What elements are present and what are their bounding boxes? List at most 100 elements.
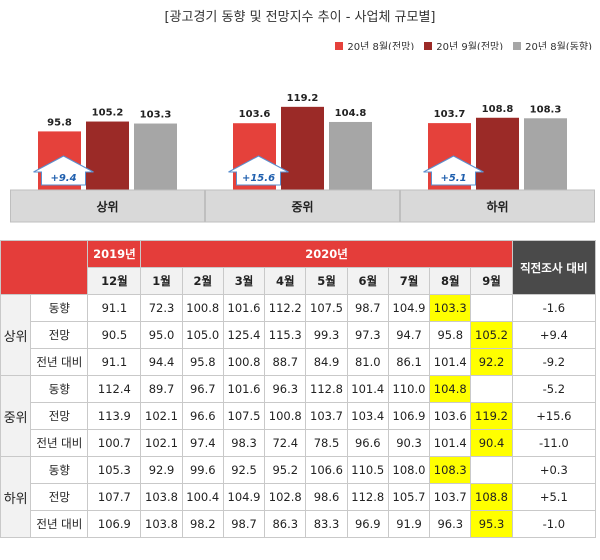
value-cell: 83.3 bbox=[305, 510, 348, 538]
bar-value-label: 105.2 bbox=[92, 108, 124, 119]
diff-cell: +9.4 bbox=[511, 321, 597, 349]
legend-label: 20년 8월(전망) bbox=[347, 42, 415, 53]
table-row: 전망 113.9 102.1 96.6 107.5 100.8 103.7 103.4 106.… bbox=[1, 402, 597, 430]
value-cell: 91.9 bbox=[387, 510, 431, 538]
group-label: 상위 bbox=[0, 294, 32, 376]
table-row: 전년 대비 100.7 102.1 97.4 98.3 72.4 78.5 96.6 90.3 1… bbox=[1, 429, 597, 457]
value-cell: 99.6 bbox=[181, 456, 224, 484]
diff-cell: -1.6 bbox=[511, 294, 597, 322]
category-band bbox=[400, 189, 595, 223]
change-label: +9.4 bbox=[50, 173, 76, 184]
value-cell: 95.2 bbox=[264, 456, 307, 484]
diff-cell: -5.2 bbox=[511, 375, 597, 403]
row-label: 전망 bbox=[30, 483, 89, 511]
table-row: 전망 90.5 95.0 105.0 125.4 115.3 99.3 97.3 94.7 95.… bbox=[1, 321, 597, 349]
bar-value-label: 103.6 bbox=[239, 109, 271, 120]
value-cell: 95.8 bbox=[181, 348, 224, 376]
value-cell: 103.7 bbox=[305, 402, 348, 430]
legend-item-aug-forecast: 20년 8월(전망) bbox=[335, 38, 414, 53]
value-cell: 107.7 bbox=[87, 483, 142, 511]
month-header: 5월 bbox=[305, 267, 348, 295]
row-label: 동향 bbox=[30, 375, 89, 403]
value-cell: 107.5 bbox=[305, 294, 348, 322]
month-header: 1월 bbox=[140, 267, 183, 295]
value-cell: 92.2 bbox=[470, 348, 513, 376]
diff-cell: +5.1 bbox=[511, 483, 597, 511]
value-cell: 125.4 bbox=[222, 321, 266, 349]
value-cell: 100.7 bbox=[87, 429, 142, 457]
row-label: 동향 bbox=[30, 456, 89, 484]
value-cell: 81.0 bbox=[346, 348, 389, 376]
legend-item-aug-trend: 20년 8월(동향) bbox=[513, 38, 592, 53]
value-cell: 86.1 bbox=[387, 348, 431, 376]
diff-cell: -1.0 bbox=[511, 510, 597, 538]
value-cell bbox=[470, 375, 513, 403]
value-cell: 99.3 bbox=[305, 321, 348, 349]
value-cell: 88.7 bbox=[264, 348, 307, 376]
value-cell: 105.0 bbox=[181, 321, 224, 349]
value-cell: 101.4 bbox=[429, 348, 472, 376]
value-cell: 115.3 bbox=[264, 321, 307, 349]
bar bbox=[86, 121, 129, 190]
value-cell: 113.9 bbox=[87, 402, 142, 430]
bar-value-label: 95.8 bbox=[47, 117, 72, 128]
value-cell: 108.3 bbox=[429, 456, 472, 484]
month-header: 7월 bbox=[387, 267, 431, 295]
month-header: 8월 bbox=[429, 267, 472, 295]
value-cell: 96.6 bbox=[346, 429, 389, 457]
bar bbox=[281, 106, 324, 190]
value-cell: 91.1 bbox=[87, 294, 142, 322]
month-header: 6월 bbox=[346, 267, 389, 295]
bar bbox=[524, 118, 567, 190]
category-label: 중위 bbox=[291, 200, 313, 214]
change-arrow: +15.6 bbox=[228, 155, 289, 186]
value-cell: 96.3 bbox=[429, 510, 472, 538]
legend: 20년 8월(전망) 20년 9월(전망) 20년 8월(동향) bbox=[335, 38, 592, 53]
value-cell: 100.4 bbox=[181, 483, 224, 511]
value-cell: 101.6 bbox=[222, 294, 266, 322]
value-cell: 110.5 bbox=[346, 456, 389, 484]
group-label: 중위 bbox=[0, 375, 32, 457]
bar-value-label: 108.3 bbox=[530, 104, 562, 115]
value-cell: 104.8 bbox=[429, 375, 472, 403]
value-cell: 103.3 bbox=[429, 294, 472, 322]
category-band bbox=[10, 189, 205, 223]
value-cell: 105.7 bbox=[387, 483, 431, 511]
row-label: 전년 대비 bbox=[30, 510, 89, 538]
value-cell: 102.1 bbox=[140, 429, 183, 457]
change-arrow: +9.4 bbox=[33, 155, 94, 186]
month-header: 4월 bbox=[264, 267, 307, 295]
value-cell: 101.6 bbox=[222, 375, 266, 403]
value-cell: 90.3 bbox=[387, 429, 431, 457]
row-label: 전망 bbox=[30, 321, 89, 349]
value-cell: 96.3 bbox=[264, 375, 307, 403]
diff-cell: +15.6 bbox=[511, 402, 597, 430]
value-cell: 95.8 bbox=[429, 321, 472, 349]
table-row: 하위 동향 105.3 92.9 99.6 92.5 95.2 106.6 110.5 108.0… bbox=[0, 456, 597, 538]
value-cell: 106.6 bbox=[305, 456, 348, 484]
month-header: 12월 bbox=[87, 267, 142, 295]
value-cell: 107.5 bbox=[222, 402, 266, 430]
value-cell: 98.2 bbox=[181, 510, 224, 538]
legend-label: 20년 9월(전망) bbox=[436, 42, 504, 53]
value-cell: 98.3 bbox=[222, 429, 266, 457]
data-table: 2019년 2020년 직전조사 대비 12월 1월 2월 3월 4월 5월 6월 7월 8월 9… bbox=[0, 240, 597, 538]
table-corner bbox=[0, 240, 89, 295]
value-cell: 102.1 bbox=[140, 402, 183, 430]
value-cell: 72.3 bbox=[140, 294, 183, 322]
bar bbox=[476, 117, 519, 190]
value-cell: 91.1 bbox=[87, 348, 142, 376]
value-cell: 100.8 bbox=[222, 348, 266, 376]
value-cell: 112.4 bbox=[87, 375, 142, 403]
value-cell: 112.8 bbox=[305, 375, 348, 403]
value-cell: 96.7 bbox=[181, 375, 224, 403]
value-cell: 108.8 bbox=[470, 483, 513, 511]
table-row: 전년 대비 106.9 103.8 98.2 98.7 86.3 83.3 96.9 91.9 9… bbox=[1, 510, 597, 538]
group-label: 하위 bbox=[0, 456, 32, 538]
bar bbox=[329, 121, 372, 190]
row-label: 동향 bbox=[30, 294, 89, 322]
value-cell bbox=[470, 294, 513, 322]
value-cell: 112.2 bbox=[264, 294, 307, 322]
legend-label: 20년 8월(동향) bbox=[525, 42, 592, 53]
change-label: +5.1 bbox=[440, 173, 466, 184]
